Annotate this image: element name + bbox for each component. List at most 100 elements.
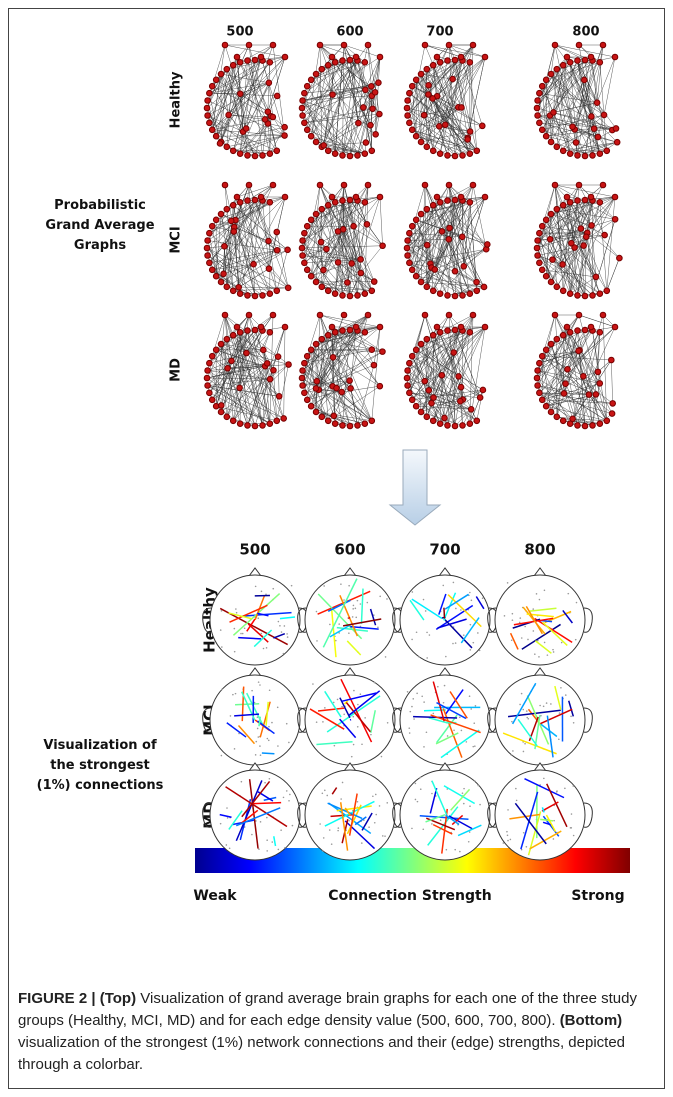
node: [563, 381, 569, 387]
node: [209, 397, 215, 403]
node: [207, 230, 213, 236]
colorbar-title: Connection Strength: [328, 888, 491, 904]
head: [203, 763, 308, 860]
electrode: [244, 627, 246, 629]
node: [560, 62, 566, 68]
node: [325, 332, 331, 338]
node: [317, 42, 323, 48]
connection: [348, 617, 350, 618]
node: [245, 58, 251, 64]
electrode: [357, 726, 359, 728]
node: [234, 54, 240, 60]
node: [434, 194, 440, 200]
node: [313, 139, 319, 145]
figure-label: FIGURE 2 |: [18, 990, 96, 1007]
electrode: [235, 693, 237, 695]
node: [445, 328, 451, 334]
node: [424, 66, 430, 72]
electrode: [408, 727, 410, 729]
electrode: [510, 839, 512, 841]
node: [582, 57, 588, 63]
node: [226, 112, 232, 118]
node: [317, 182, 323, 188]
node: [552, 312, 558, 318]
electrode: [543, 705, 545, 707]
node: [445, 58, 451, 64]
node: [363, 140, 369, 146]
electrode: [527, 639, 529, 641]
node: [377, 383, 383, 389]
electrode: [221, 610, 223, 612]
electrode: [240, 633, 242, 635]
node: [422, 312, 428, 318]
brain-graph: [204, 182, 291, 299]
electrode: [443, 702, 445, 704]
node: [308, 77, 314, 83]
node: [252, 293, 258, 299]
electrode: [553, 820, 555, 822]
node: [319, 66, 325, 72]
electrode: [473, 722, 475, 724]
node: [468, 406, 474, 412]
node: [610, 401, 616, 407]
node: [482, 324, 488, 330]
electrode: [409, 732, 411, 734]
edge: [247, 201, 269, 203]
column-label: 700: [426, 25, 453, 40]
node: [218, 71, 224, 77]
node: [282, 124, 288, 130]
edge: [439, 57, 485, 126]
node: [460, 423, 466, 429]
scalp: [495, 675, 585, 765]
edge: [216, 136, 284, 137]
electrode: [524, 743, 526, 745]
electrode: [534, 653, 536, 655]
node: [329, 194, 335, 200]
node: [458, 194, 464, 200]
node: [209, 267, 215, 273]
electrode: [572, 785, 574, 787]
node: [246, 312, 252, 318]
electrode: [463, 803, 465, 805]
node: [335, 229, 341, 235]
node: [376, 80, 382, 86]
electrode: [472, 642, 474, 644]
node: [465, 137, 471, 143]
node: [361, 105, 367, 111]
electrode: [573, 835, 575, 837]
node: [474, 148, 480, 154]
node: [245, 293, 251, 299]
electrode: [326, 795, 328, 797]
node: [377, 111, 383, 117]
brain-graph: [204, 312, 291, 429]
node: [582, 327, 588, 333]
node: [612, 324, 618, 330]
edge: [447, 154, 469, 156]
node: [569, 240, 575, 246]
node: [576, 312, 582, 318]
electrode: [415, 799, 417, 801]
electrode: [479, 650, 481, 652]
node: [452, 268, 458, 274]
node: [582, 293, 588, 299]
electrode: [412, 698, 414, 700]
electrode: [411, 828, 413, 830]
electrode: [234, 651, 236, 653]
node: [589, 223, 595, 229]
electrode: [263, 648, 265, 650]
node: [612, 54, 618, 60]
electrode: [471, 599, 473, 601]
node: [537, 260, 543, 266]
node: [597, 200, 603, 206]
head: [393, 568, 498, 665]
node: [480, 387, 486, 393]
node: [554, 66, 560, 72]
electrode: [539, 599, 541, 601]
node: [340, 58, 346, 64]
electrode: [502, 842, 504, 844]
electrode: [576, 602, 578, 604]
node: [446, 312, 452, 318]
node: [554, 144, 560, 150]
node: [604, 288, 610, 294]
node: [308, 133, 314, 139]
